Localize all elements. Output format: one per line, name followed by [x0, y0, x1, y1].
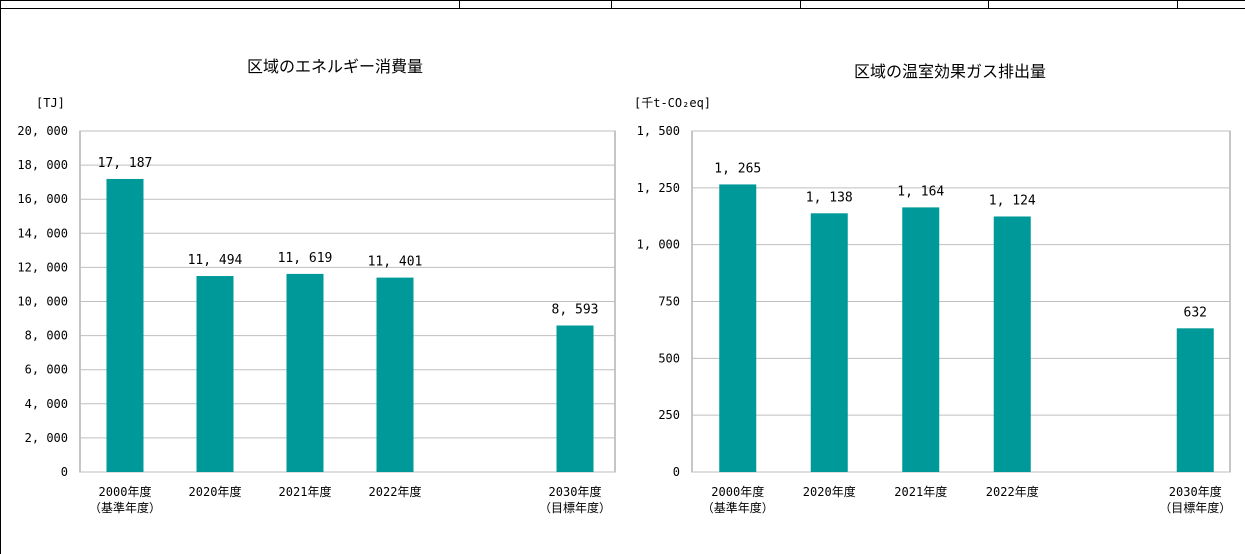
y-tick-label: 0	[61, 465, 68, 479]
data-label: 1, 124	[989, 193, 1036, 208]
y-tick-label: 12, 000	[17, 260, 68, 274]
ghg-chart-bars	[719, 184, 1214, 472]
y-tick-label: 14, 000	[17, 226, 68, 240]
data-label: 1, 164	[897, 184, 944, 199]
y-tick-label: 16, 000	[17, 192, 68, 206]
energy-chart-y-axis: 0 2, 000 4, 000 6, 000 8, 000 10, 000 12, 000 1…	[17, 124, 68, 479]
frame-left-border	[0, 0, 1, 554]
x-category-label: 2022年度	[369, 484, 422, 499]
bar	[1176, 328, 1214, 472]
ghg-chart-data-labels: 1, 265 1, 138 1, 164 1, 124 632	[714, 161, 1207, 320]
y-tick-label: 18, 000	[17, 158, 68, 172]
table-col-divider	[988, 0, 989, 9]
x-category-label: 2000年度	[711, 484, 764, 499]
table-col-divider	[1177, 0, 1178, 9]
y-tick-label: 0	[673, 465, 680, 479]
data-label: 632	[1184, 305, 1207, 320]
energy-chart-data-labels: 17, 187 11, 494 11, 619 11, 401 8, 593	[98, 156, 599, 318]
ghg-chart-unit-label: [千t-CO₂eq]	[634, 96, 711, 110]
bar	[719, 184, 757, 472]
bar	[556, 325, 594, 472]
x-category-label: 2030年度	[1169, 484, 1222, 499]
y-tick-label: 20, 000	[17, 124, 68, 138]
y-tick-label: 250	[658, 408, 680, 422]
ghg-chart: 区域の温室効果ガス排出量 [千t-CO₂eq] 0 250 500 750 1, 000…	[634, 62, 1231, 515]
bar	[196, 276, 234, 472]
data-label: 11, 619	[278, 251, 333, 266]
y-tick-label: 6, 000	[25, 363, 68, 377]
table-col-divider	[611, 0, 612, 9]
table-top-border	[0, 0, 1245, 1]
data-label: 11, 494	[188, 253, 243, 268]
y-tick-label: 10, 000	[17, 295, 68, 309]
energy-chart-title: 区域のエネルギー消費量	[247, 57, 423, 76]
x-category-label: 2000年度	[99, 484, 152, 499]
x-category-sublabel: （目標年度）	[539, 500, 611, 515]
ghg-chart-title: 区域の温室効果ガス排出量	[854, 62, 1046, 81]
table-row-border	[0, 8, 1245, 9]
energy-chart-unit-label: [TJ]	[36, 96, 65, 110]
x-category-label: 2021年度	[279, 484, 332, 499]
x-category-sublabel: （基準年度）	[89, 500, 161, 515]
y-tick-label: 8, 000	[25, 329, 68, 343]
x-category-sublabel: （基準年度）	[702, 500, 774, 515]
y-tick-label: 2, 000	[25, 431, 68, 445]
y-tick-label: 1, 250	[637, 181, 680, 195]
bar	[376, 277, 414, 472]
x-category-sublabel: （目標年度）	[1159, 500, 1231, 515]
y-tick-label: 750	[658, 295, 680, 309]
data-label: 1, 265	[714, 161, 761, 176]
x-category-label: 2030年度	[549, 484, 602, 499]
bar	[106, 178, 144, 472]
y-tick-label: 1, 500	[637, 124, 680, 138]
energy-chart-x-axis: 2000年度（基準年度） 2020年度 2021年度 2022年度 2030年度（目標年…	[89, 484, 611, 515]
y-tick-label: 4, 000	[25, 397, 68, 411]
energy-chart-grid	[79, 130, 616, 473]
x-category-label: 2022年度	[986, 484, 1039, 499]
table-col-divider	[800, 0, 801, 9]
energy-chart-bars	[106, 178, 594, 472]
ghg-chart-y-axis: 0 250 500 750 1, 000 1, 250 1, 500	[637, 124, 680, 479]
data-label: 1, 138	[806, 190, 853, 205]
x-category-label: 2020年度	[803, 484, 856, 499]
bar	[286, 273, 324, 472]
ghg-chart-grid	[691, 130, 1231, 473]
data-label: 17, 187	[98, 156, 153, 171]
y-tick-label: 1, 000	[637, 238, 680, 252]
ghg-chart-x-axis: 2000年度（基準年度） 2020年度 2021年度 2022年度 2030年度（目標年…	[702, 484, 1232, 515]
data-label: 11, 401	[368, 255, 423, 270]
energy-chart: 区域のエネルギー消費量 [TJ] 0 2, 000 4, 000 6, 000 8, 0…	[17, 57, 616, 515]
y-tick-label: 500	[658, 351, 680, 365]
x-category-label: 2021年度	[894, 484, 947, 499]
table-col-divider	[459, 0, 460, 9]
data-label: 8, 593	[552, 302, 599, 317]
x-category-label: 2020年度	[189, 484, 242, 499]
bar	[902, 207, 940, 472]
bar	[993, 216, 1031, 472]
bar	[810, 213, 848, 472]
